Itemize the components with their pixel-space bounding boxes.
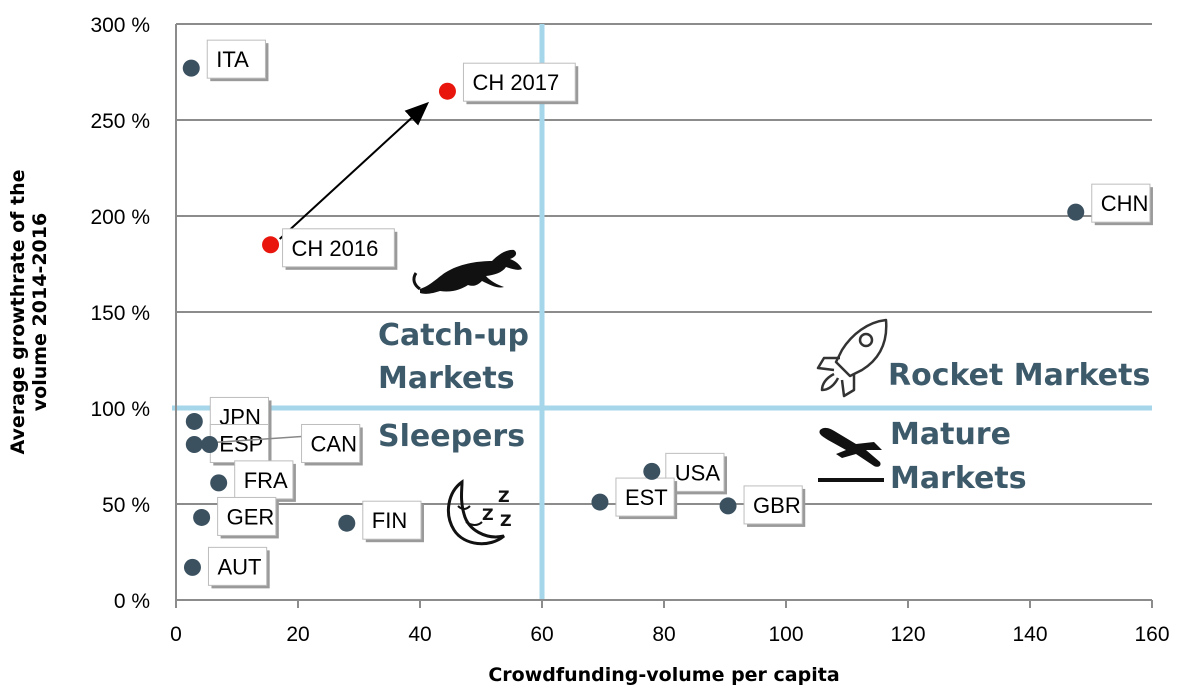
data-point-usa [643, 462, 661, 480]
y-axis-title-line2: volume 2014-2016 [29, 213, 51, 411]
data-point-jpn [185, 412, 203, 430]
x-tick-label: 60 [530, 623, 553, 646]
sleeping-moon-icon [446, 479, 505, 546]
x-tick-label: 120 [890, 623, 925, 646]
point-label-ita: ITA [216, 47, 249, 72]
x-tick-label: 100 [768, 623, 803, 646]
landing-plane-icon [818, 427, 884, 482]
x-tick-label: 140 [1012, 623, 1047, 646]
data-point-aut [183, 558, 201, 576]
quadrant-label-sleepers: Sleepers [378, 419, 525, 454]
data-point-est [591, 493, 609, 511]
quadrant-label-catch-up-line2: Markets [378, 361, 515, 396]
quadrant-label-catch-up-line1: Catch-up [378, 318, 529, 353]
rocket-icon [816, 318, 888, 398]
point-label-usa: USA [675, 460, 721, 485]
point-label-box [217, 496, 277, 536]
axes: 0 % 50 % 100 % 150 % 200 % 250 % 300 % 0 20 40 60 8… [90, 14, 1169, 646]
point-label-can: CAN [311, 431, 357, 456]
y-tick-label: 150 % [90, 302, 150, 325]
data-point-ger [193, 508, 211, 526]
quadrant-labels: Catch-up Markets Rocket Markets Sleepers… [378, 318, 1150, 496]
y-axis-title-line1: Average growthrate of the [7, 170, 29, 455]
data-point-gbr [719, 497, 737, 515]
sleep-z-icon: Z [482, 505, 494, 524]
quadrant-label-rocket: Rocket Markets [888, 358, 1150, 393]
point-label-box [301, 423, 361, 463]
data-point-esp [185, 435, 203, 453]
x-tick-label: 80 [652, 623, 675, 646]
data-point-fin [338, 514, 356, 532]
point-label-gbr: GBR [753, 493, 801, 518]
point-label-est: EST [625, 485, 668, 510]
y-tick-label: 0 % [114, 590, 150, 613]
point-label-esp: ESP [219, 431, 263, 456]
point-label-box [282, 228, 395, 268]
data-point-ita [182, 59, 200, 77]
point-label-box [1091, 183, 1151, 223]
trend-arrow [279, 101, 430, 240]
panther-icon [412, 249, 522, 294]
y-tick-label: 50 % [102, 494, 150, 517]
point-label-box [234, 460, 294, 500]
point-label-box [462, 62, 576, 102]
point-label-fin: FIN [372, 508, 407, 533]
y-tick-label: 100 % [90, 398, 150, 421]
data-points [182, 59, 1085, 576]
y-tick-label: 200 % [90, 206, 150, 229]
point-label-box [743, 485, 803, 525]
point-label-fra: FRA [244, 468, 288, 493]
x-tick-label: 40 [408, 623, 431, 646]
point-label-box [209, 423, 270, 463]
data-point-ch-2017 [438, 82, 456, 100]
x-tick-label: 0 [170, 623, 182, 646]
point-label-ger: GER [227, 504, 275, 529]
data-point-fra [210, 474, 228, 492]
sleep-z-icon: Z [500, 511, 512, 530]
y-tick-label: 250 % [90, 110, 150, 133]
point-label-aut: AUT [217, 554, 261, 579]
label-leader [213, 435, 302, 444]
data-point-ch-2016 [262, 236, 280, 254]
x-tick-label: 160 [1134, 623, 1169, 646]
data-point-can [201, 435, 219, 453]
point-label-box [207, 546, 268, 586]
x-axis-title: Crowdfunding-volume per capita [488, 664, 839, 686]
point-label-ch-2016: CH 2016 [292, 236, 379, 261]
data-point-chn [1067, 203, 1085, 221]
y-tick-label: 300 % [90, 14, 150, 37]
quadrant-label-mature-line2: Markets [890, 461, 1027, 496]
point-label-box [615, 477, 675, 517]
x-tick-label: 20 [286, 623, 309, 646]
quadrant-dividers [172, 24, 1152, 600]
point-label-box [362, 500, 422, 540]
point-label-chn: CHN [1101, 191, 1149, 216]
point-label-box [206, 39, 266, 79]
point-label-ch-2017: CH 2017 [472, 70, 559, 95]
quadrant-label-mature-line1: Mature [890, 417, 1011, 452]
sleep-z-icon: Z [498, 487, 510, 506]
